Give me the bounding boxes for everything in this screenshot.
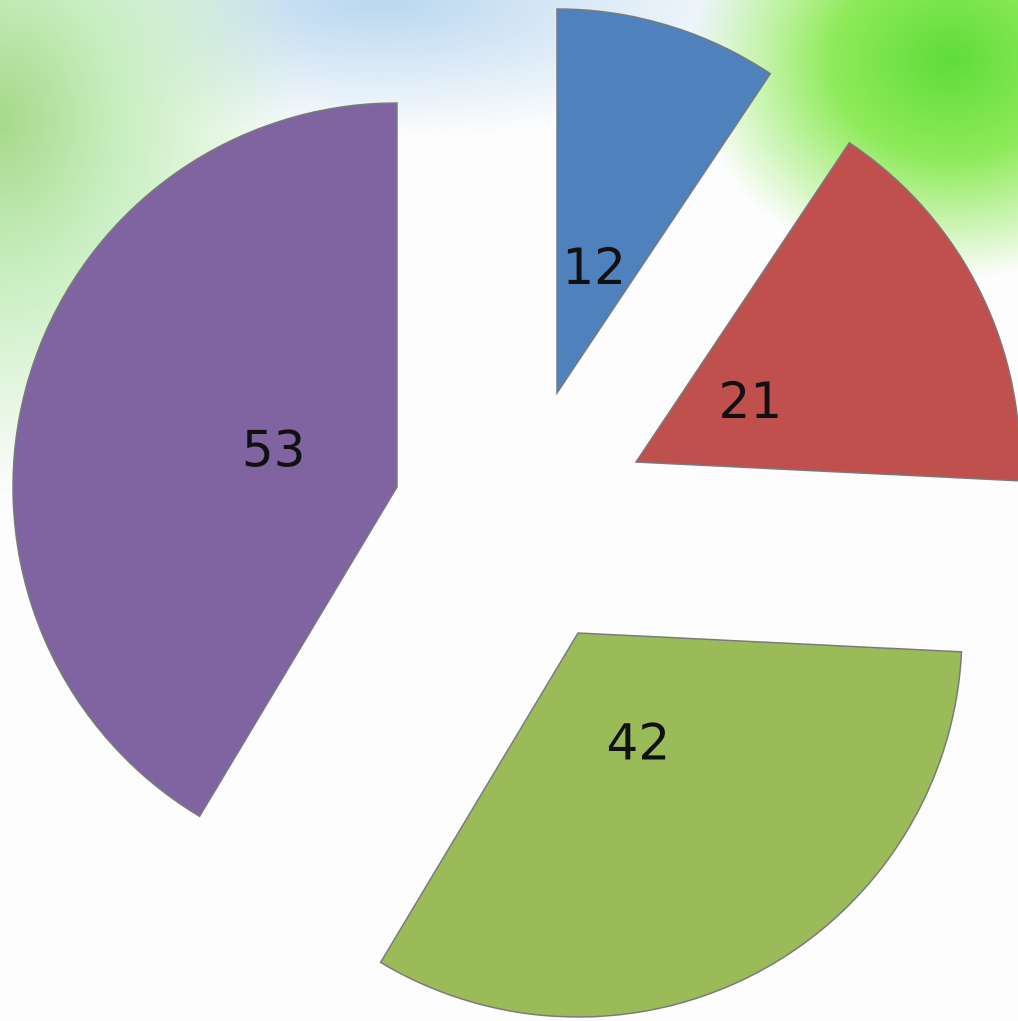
chart: 12 21 42 53 [0, 0, 1018, 1021]
data-label: 42 [607, 713, 671, 771]
pie-slice [636, 143, 1018, 481]
data-label: 12 [562, 238, 626, 296]
pie-slice [13, 103, 397, 816]
data-label: 53 [242, 420, 306, 478]
data-label: 21 [719, 372, 783, 430]
pie-slice [381, 633, 962, 1017]
page: 12214253 (() => { const data = JSON.pars… [0, 0, 1018, 1021]
